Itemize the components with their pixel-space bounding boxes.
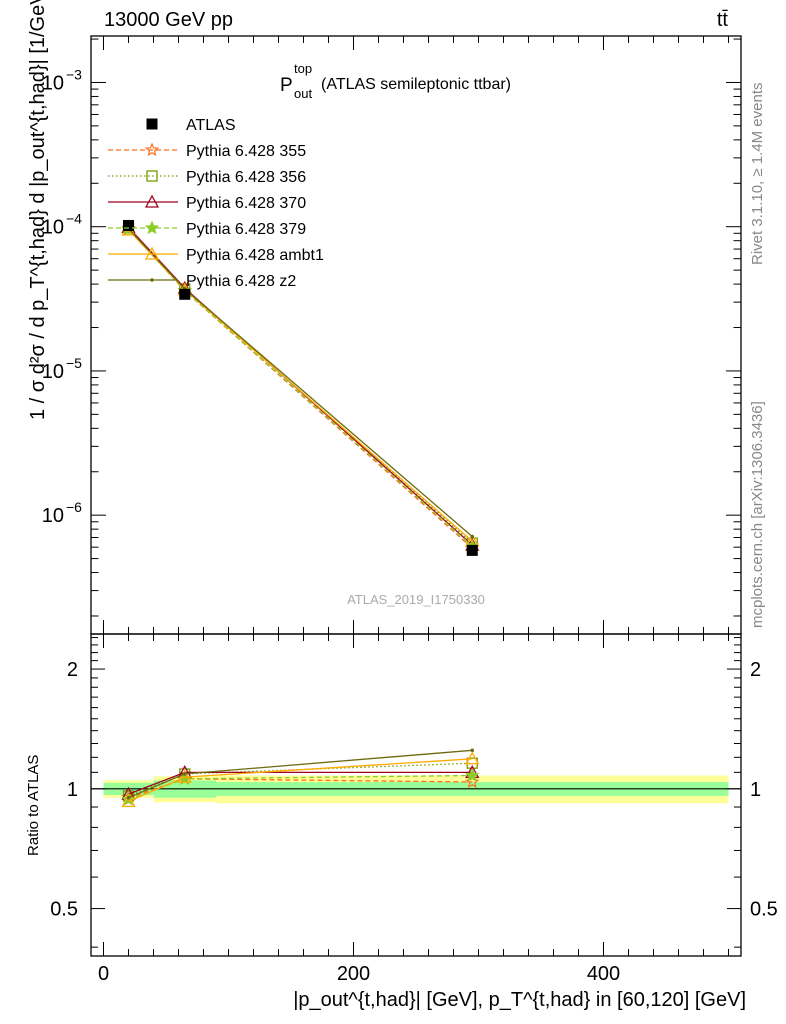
ratio-y-tick-label: 1 [67,779,78,801]
ratio-point-4 [465,751,480,765]
energy-label: 13000 GeV pp [104,9,233,31]
legend-label-2: Pythia 6.428 356 [186,169,306,186]
legend-marker-6 [150,278,154,282]
main-y-tick-label: 10 [42,361,64,383]
x-axis-label: |p_out^{t,had}| [GeV], p_T^{t,had} in [6… [293,989,746,1011]
ratio-plot-frame [90,633,742,957]
legend-label-1: Pythia 6.428 355 [186,143,306,160]
main-y-axis-label: 1 / σ d²σ / d p_T^{t,had} d |p_out^{t,ha… [27,0,49,420]
ratio-point-3 [465,767,480,782]
legend-label-4: Pythia 6.428 379 [186,221,306,238]
ratio-y-tick-label-right: 1 [750,779,761,801]
series-line-2 [128,226,473,546]
main-y-tick-label: 10 [42,217,64,239]
plot-title: P top out (ATLAS semileptonic ttbar) [280,61,511,101]
data-point [123,219,134,231]
main-y-tick-exponent: −6 [66,499,82,515]
series-point-5 [470,534,475,539]
legend-label-0: ATLAS [186,117,236,134]
plot-title-sub: out [294,86,312,101]
ratio-y-tick-label: 0.5 [50,899,78,921]
ratio-y-tick-label: 2 [67,659,78,681]
legend-marker-0 [146,118,158,130]
main-y-tick-exponent: −4 [66,211,82,227]
main-y-tick-label: 10 [42,72,64,94]
ratio-point-5 [126,795,131,800]
series-line-4 [128,229,473,542]
x-tick-label: 0 [98,963,109,985]
main-y-tick-label: 10 [42,505,64,527]
process-label: tt̄ [717,9,729,31]
ratio-point-0 [465,774,480,789]
ratio-point-5 [470,748,475,753]
series-line-5 [128,228,473,538]
analysis-id: ATLAS_2019_I1750330 [347,592,485,607]
legend-label-3: Pythia 6.428 370 [186,195,306,212]
legend-label-5: Pythia 6.428 ambt1 [186,247,324,264]
main-y-tick-exponent: −5 [66,355,82,371]
main-y-axis-label-text: 1 / σ d²σ / d p_T^{t,had} d |p_out^{t,ha… [27,0,49,420]
rivet-label: Rivet 3.1.10, ≥ 1.4M events [749,83,766,266]
legend-label-6: Pythia 6.428 z2 [186,273,296,290]
data-point [466,544,478,556]
main-y-tick-exponent: −3 [66,66,82,82]
data-point [179,288,191,300]
legend-marker-5 [144,246,160,260]
ratio-line-4 [128,758,473,802]
ratio-point-4 [121,794,136,808]
ratio-point-4 [177,769,192,783]
x-tick-label: 400 [587,963,620,985]
plot-title-main: P [280,75,293,96]
plot-title-rest: (ATLAS semileptonic ttbar) [321,76,511,93]
ratio-y-axis-label: Ratio to ATLAS [25,755,42,856]
main-plot-area [121,219,480,556]
legend-marker-1 [144,142,160,157]
ratio-plot-area [91,748,741,808]
ratio-y-tick-label-right: 0.5 [750,899,778,921]
legend-marker-2 [146,170,158,182]
ratio-point-5 [182,772,187,776]
legend-marker-3 [144,194,160,208]
ratio-y-tick-label-right: 2 [750,659,761,681]
x-tick-label: 200 [337,963,370,985]
axis-ticks: 10 −310 −410 −510 −62 21 10.5 0.50 200 400 [42,36,778,985]
plot-title-sup: top [294,61,312,76]
legend: ATLAS Pythia 6.428 355 Pythia 6.428 356 Pyt… [108,117,324,290]
legend-marker-4 [144,220,160,235]
mcplots-label: mcplots.cern.ch [arXiv:1306.3436] [749,401,766,628]
